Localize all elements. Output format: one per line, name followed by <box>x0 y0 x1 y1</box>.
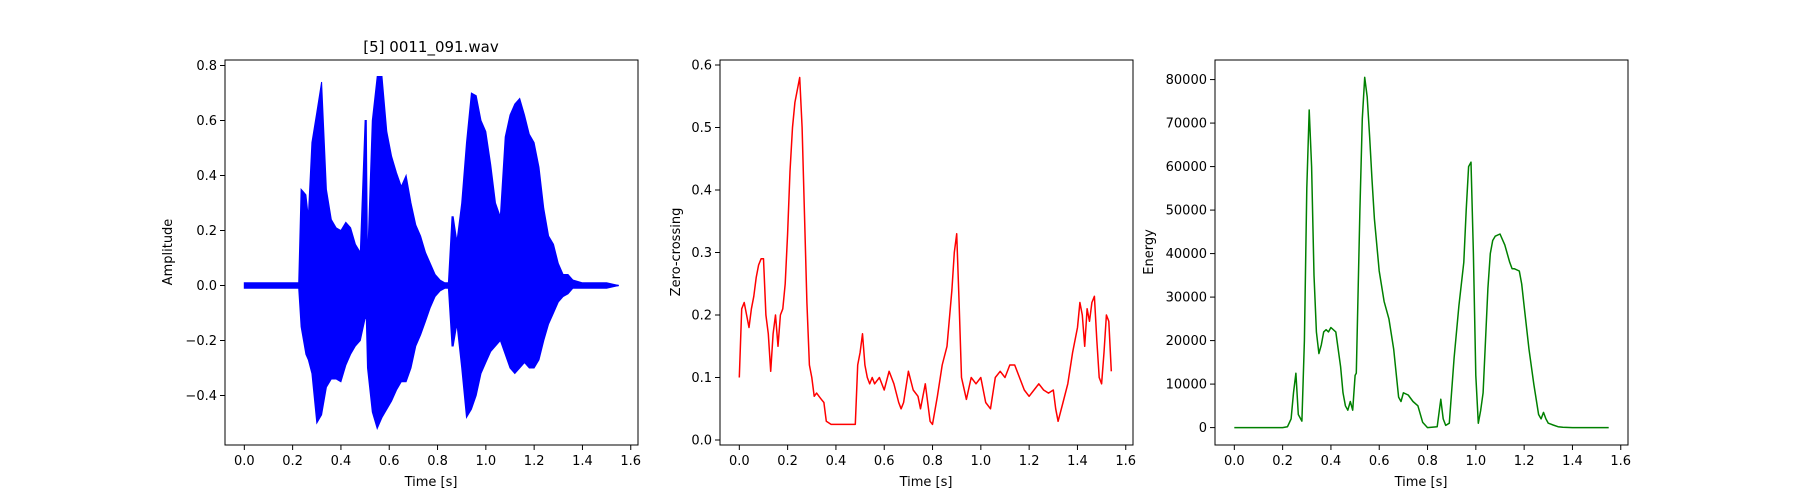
energy-y-tick-label: 10000 <box>1166 378 1207 393</box>
zero-crossing-y-tick-label: 0.2 <box>691 309 712 324</box>
zero-crossing-series-line <box>738 76 1113 426</box>
energy-x-axis-label: Time [s] <box>1394 475 1448 490</box>
amplitude-y-tick-label: 0.4 <box>196 169 217 184</box>
energy-x-tick-label: 0.8 <box>1417 454 1438 469</box>
amplitude-x-tick-label: 1.4 <box>572 454 593 469</box>
zero-crossing-x-axis-label: Time [s] <box>899 475 953 490</box>
amplitude-axes-frame <box>224 59 639 446</box>
zero-crossing-y-tick-label: 0.6 <box>691 59 712 74</box>
amplitude-x-axis: 0.0 0.2 0.4 0.6 0.8 1.0 1.2 1.4 1.6 <box>234 445 641 469</box>
zero-crossing-y-tick-label: 0.1 <box>691 371 712 386</box>
amplitude-x-tick-label: 0.6 <box>379 454 400 469</box>
energy-x-tick-label: 0.2 <box>1272 454 1293 469</box>
zero-crossing-y-tick-label: 0.0 <box>691 434 712 449</box>
energy-x-axis: 0.0 0.2 0.4 0.6 0.8 1.0 1.2 1.4 1.6 <box>1224 445 1631 469</box>
zero-crossing-y-tick-label: 0.3 <box>691 246 712 261</box>
zero-crossing-x-tick-label: 1.6 <box>1115 454 1136 469</box>
energy-x-tick-label: 1.0 <box>1465 454 1486 469</box>
zero-crossing-y-tick-label: 0.5 <box>691 121 712 136</box>
amplitude-x-tick-label: 1.6 <box>620 454 641 469</box>
amplitude-y-tick-label: −0.2 <box>185 334 217 349</box>
zero-crossing-plot-area <box>738 76 1113 426</box>
energy-x-tick-label: 0.0 <box>1224 454 1245 469</box>
energy-y-tick-label: 50000 <box>1166 204 1207 219</box>
amplitude-chart-title: [5] 0011_091.wav <box>363 38 499 57</box>
amplitude-plot-area <box>243 76 619 430</box>
amplitude-x-axis-label: Time [s] <box>404 475 458 490</box>
zero-crossing-x-tick-label: 1.0 <box>970 454 991 469</box>
amplitude-y-axis: −0.4 −0.2 0.0 0.2 0.4 0.6 0.8 <box>185 59 225 404</box>
zero-crossing-y-axis: 0.0 0.1 0.2 0.3 0.4 0.5 0.6 <box>691 59 720 449</box>
amplitude-x-tick-label: 0.0 <box>234 454 255 469</box>
zero-crossing-x-tick-label: 1.2 <box>1019 454 1040 469</box>
zero-crossing-y-axis-label: Zero-crossing <box>669 208 684 297</box>
energy-x-tick-label: 1.6 <box>1610 454 1631 469</box>
energy-y-axis: 0 10000 20000 30000 40000 50000 60000 70000 8000… <box>1166 73 1215 436</box>
zero-crossing-x-tick-label: 0.0 <box>729 454 750 469</box>
amplitude-x-tick-label: 0.8 <box>427 454 448 469</box>
zero-crossing-panel: 0.0 0.2 0.4 0.6 0.8 1.0 1.2 1.4 1.6 0.0 0.1 0.2 0.3… <box>669 59 1136 491</box>
amplitude-y-axis-label: Amplitude <box>161 219 176 286</box>
energy-x-tick-label: 0.6 <box>1369 454 1390 469</box>
zero-crossing-x-tick-label: 0.6 <box>874 454 895 469</box>
energy-y-tick-label: 20000 <box>1166 334 1207 349</box>
energy-y-tick-label: 40000 <box>1166 247 1207 262</box>
energy-y-tick-label: 60000 <box>1166 160 1207 175</box>
energy-y-tick-label: 80000 <box>1166 73 1207 88</box>
amplitude-x-tick-label: 1.0 <box>475 454 496 469</box>
energy-series-line <box>1234 76 1609 429</box>
energy-axes-frame <box>1214 59 1629 446</box>
zero-crossing-x-tick-label: 0.4 <box>826 454 847 469</box>
amplitude-y-tick-label: 0.2 <box>196 224 217 239</box>
energy-x-tick-label: 1.4 <box>1562 454 1583 469</box>
amplitude-x-tick-label: 1.2 <box>524 454 545 469</box>
energy-y-tick-label: 70000 <box>1166 117 1207 132</box>
amplitude-y-tick-label: −0.4 <box>185 389 217 404</box>
amplitude-x-tick-label: 0.4 <box>331 454 352 469</box>
zero-crossing-x-tick-label: 0.2 <box>777 454 798 469</box>
zero-crossing-x-axis: 0.0 0.2 0.4 0.6 0.8 1.0 1.2 1.4 1.6 <box>729 445 1136 469</box>
energy-plot-area <box>1234 76 1609 429</box>
energy-panel: 0.0 0.2 0.4 0.6 0.8 1.0 1.2 1.4 1.6 0 10000 20000 3… <box>1142 59 1631 490</box>
energy-y-axis-label: Energy <box>1142 229 1157 275</box>
amplitude-panel: [5] 0011_091.wav 0.0 0.2 0.4 0.6 0.8 1.0 1.2 1.… <box>161 38 641 490</box>
amplitude-x-tick-label: 0.2 <box>282 454 303 469</box>
amplitude-waveform-envelope <box>243 76 619 430</box>
amplitude-y-tick-label: 0.6 <box>196 114 217 129</box>
zero-crossing-x-tick-label: 0.8 <box>922 454 943 469</box>
zero-crossing-x-tick-label: 1.4 <box>1067 454 1088 469</box>
energy-x-tick-label: 0.4 <box>1321 454 1342 469</box>
amplitude-y-tick-label: 0.8 <box>196 59 217 74</box>
energy-y-tick-label: 30000 <box>1166 291 1207 306</box>
energy-y-tick-label: 0 <box>1199 421 1207 436</box>
energy-x-tick-label: 1.2 <box>1514 454 1535 469</box>
zero-crossing-y-tick-label: 0.4 <box>691 184 712 199</box>
amplitude-y-tick-label: 0.0 <box>196 279 217 294</box>
